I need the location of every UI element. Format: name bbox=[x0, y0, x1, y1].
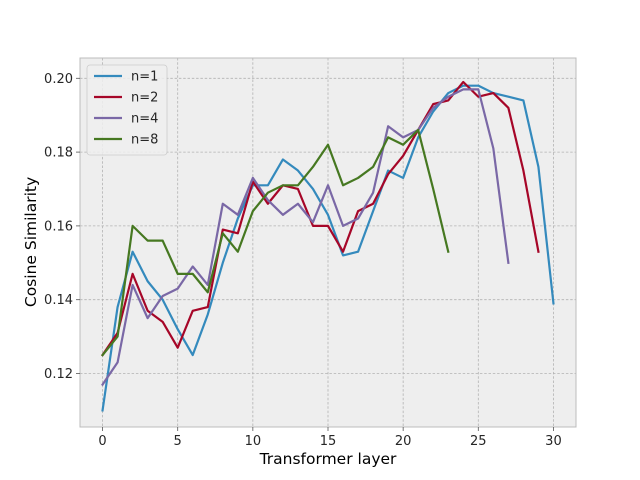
x-tick-label: 5 bbox=[174, 434, 182, 449]
legend-label: n=1 bbox=[131, 70, 158, 85]
y-tick-label: 0.14 bbox=[44, 293, 73, 308]
legend-label: n=8 bbox=[131, 133, 158, 148]
x-tick-label: 0 bbox=[98, 434, 106, 449]
y-axis-label: Cosine Similarity bbox=[22, 177, 40, 307]
x-tick-label: 20 bbox=[395, 434, 412, 449]
y-tick-label: 0.20 bbox=[44, 72, 73, 87]
ticks: 0 5 10 15 20 25 30 0.12 0.14 0.16 0.18 0.20 bbox=[44, 72, 562, 449]
y-tick-label: 0.12 bbox=[44, 367, 73, 382]
x-axis-label: Transformer layer bbox=[259, 450, 397, 468]
series-line-n-8 bbox=[101, 128, 450, 357]
y-tick-label: 0.18 bbox=[44, 146, 73, 161]
legend-label: n=4 bbox=[131, 112, 158, 127]
series-line-n-4 bbox=[101, 88, 510, 387]
x-tick-label: 30 bbox=[545, 434, 562, 449]
y-tick-label: 0.16 bbox=[44, 219, 73, 234]
x-tick-label: 25 bbox=[470, 434, 487, 449]
series-line-n-1 bbox=[101, 84, 555, 412]
series-line-n-2 bbox=[101, 80, 540, 357]
legend-label: n=2 bbox=[131, 91, 158, 106]
legend: n=1 n=2 n=4 n=8 bbox=[86, 64, 168, 156]
x-tick-label: 10 bbox=[245, 434, 262, 449]
series-layer bbox=[101, 80, 555, 412]
x-tick-label: 15 bbox=[320, 434, 337, 449]
legend-box bbox=[86, 64, 168, 156]
